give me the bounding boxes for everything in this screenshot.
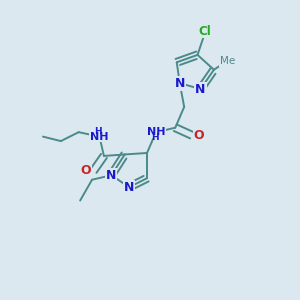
Text: N: N <box>106 169 116 182</box>
Text: N: N <box>175 76 185 90</box>
Text: H: H <box>94 127 102 136</box>
Text: N: N <box>195 82 206 96</box>
Text: Me: Me <box>220 56 235 66</box>
Text: O: O <box>81 164 92 177</box>
Text: NH: NH <box>147 127 165 137</box>
Text: N: N <box>124 181 134 194</box>
Text: O: O <box>194 129 204 142</box>
Text: Cl: Cl <box>199 25 212 38</box>
Text: H: H <box>151 133 158 142</box>
Text: NH: NH <box>90 132 109 142</box>
